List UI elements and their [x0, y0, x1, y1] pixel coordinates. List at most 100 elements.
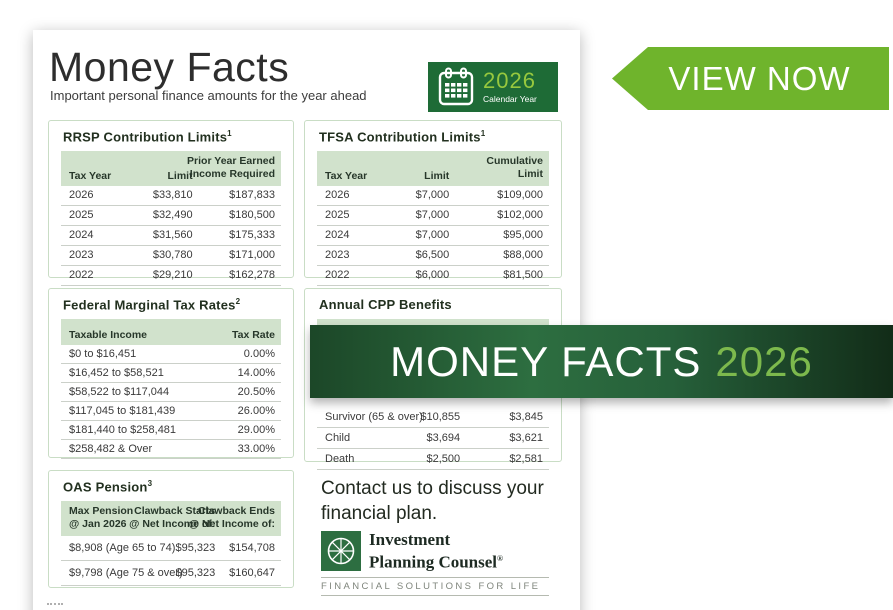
oas-title-text: OAS Pension: [63, 479, 148, 495]
table-cell: $180,500: [229, 209, 275, 222]
table-row: $58,522 to $117,044 20.50%: [61, 383, 281, 403]
oas-pension-panel: OAS Pension3 Max Pension @ Jan 2026 Claw…: [48, 470, 294, 588]
ipc-wheel-icon: [321, 530, 361, 571]
table-row: 2022 $29,210 $162,278: [61, 266, 281, 286]
view-now-button[interactable]: VIEW NOW: [612, 47, 889, 110]
table-cell: 2025: [325, 209, 350, 222]
table-cell: 0.00%: [243, 348, 275, 361]
tfsa-panel-title: TFSA Contribution Limits1: [319, 129, 549, 144]
rrsp-title-text: RRSP Contribution Limits: [63, 129, 228, 145]
table-cell: $0 to $16,451: [69, 348, 137, 361]
table-row: $8,908 (Age 65 to 74) $95,323 $154,708: [61, 536, 281, 561]
table-cell: 2023: [69, 249, 94, 262]
table-row: 2025 $7,000 $102,000: [317, 206, 549, 226]
federal-panel-title: Federal Marginal Tax Rates2: [63, 297, 281, 312]
table-cell: $109,000: [497, 189, 543, 202]
table-cell: 29.00%: [237, 424, 275, 437]
table-cell: $154,708: [229, 541, 275, 554]
header-cell: Limit: [424, 169, 450, 182]
table-cell: $10,855: [420, 411, 461, 423]
table-cell: $187,833: [229, 189, 275, 202]
header-cell: Cumulative Limit: [486, 155, 543, 181]
page-subtitle: Important personal finance amounts for t…: [50, 88, 367, 103]
table-cell: 2022: [325, 269, 350, 282]
rrsp-panel-title: RRSP Contribution Limits1: [63, 129, 281, 144]
table-cell: $9,798 (Age 75 & over): [69, 566, 183, 579]
table-row: 2022 $6,000 $81,500: [317, 266, 549, 286]
table-cell: $175,333: [229, 229, 275, 242]
table-cell: 26.00%: [237, 405, 275, 418]
table-cell: $58,522 to $117,044: [69, 386, 170, 399]
header-cell: Tax Year: [325, 169, 368, 182]
table-cell: $29,210: [152, 269, 193, 282]
table-cell: $3,845: [509, 411, 543, 423]
registered-mark: ®: [497, 554, 503, 563]
tfsa-footnote-sup: 1: [480, 129, 486, 138]
table-cell: Death: [325, 453, 355, 465]
table-cell: $8,908 (Age 65 to 74): [69, 541, 176, 554]
table-cell: $7,000: [415, 209, 450, 222]
footnote-partial: [47, 603, 63, 607]
header-cell: Limit: [167, 169, 193, 182]
badge-year: 2026: [483, 68, 536, 94]
table-row: $0 to $16,451 0.00%: [61, 345, 281, 365]
contact-text: Contact us to discuss your financial pla…: [321, 478, 544, 524]
federal-footnote-sup: 2: [235, 297, 241, 306]
table-cell: $32,490: [152, 209, 193, 222]
table-cell: $33,810: [152, 189, 193, 202]
header-cell: Tax Year: [69, 169, 112, 182]
money-facts-banner: MONEY FACTS 2026: [310, 325, 893, 398]
table-cell: $95,323: [175, 566, 216, 579]
cpp-panel-title: Annual CPP Benefits: [319, 297, 549, 312]
logo-name: Investment Planning Counsel®: [369, 530, 503, 572]
table-cell: $258,482 & Over: [69, 443, 153, 456]
table-cell: $171,000: [229, 249, 275, 262]
flyer-page: Money Facts Important personal finance a…: [33, 30, 580, 610]
table-cell: 14.00%: [237, 367, 275, 380]
rrsp-table-header: Tax Year Limit Prior Year Earned Income …: [61, 151, 281, 186]
header-cell: Prior Year Earned Income Required: [187, 155, 275, 181]
table-row: Death $2,500 $2,581: [317, 449, 549, 470]
table-cell: $162,278: [229, 269, 275, 282]
tfsa-title-text: TFSA Contribution Limits: [319, 129, 481, 145]
header-cell: Clawback Starts @ Net Income of:: [129, 505, 216, 531]
federal-tax-panel: Federal Marginal Tax Rates2 Taxable Inco…: [48, 288, 294, 460]
table-row: 2026 $7,000 $109,000: [317, 186, 549, 206]
header-cell: Tax Rate: [231, 329, 275, 342]
rrsp-footnote-sup: 1: [227, 129, 232, 138]
table-cell: Survivor (65 & over): [325, 411, 423, 423]
table-cell: 33.00%: [237, 443, 275, 456]
table-cell: $81,500: [503, 269, 543, 282]
federal-title-text: Federal Marginal Tax Rates: [63, 297, 236, 313]
table-row: 2026 $33,810 $187,833: [61, 186, 281, 206]
table-cell: $160,647: [229, 566, 275, 579]
header-cell: Taxable Income: [69, 329, 148, 342]
table-cell: $7,000: [415, 189, 450, 202]
page-title: Money Facts: [49, 44, 290, 90]
table-cell: $102,000: [497, 209, 543, 222]
table-cell: Child: [325, 432, 351, 444]
ipc-logo: Investment Planning Counsel® FINANCIAL S…: [321, 530, 549, 596]
oas-footnote-sup: 3: [147, 479, 153, 488]
table-cell: $30,780: [152, 249, 193, 262]
header-cell: Clawback Ends @ Net Income of:: [188, 505, 275, 531]
banner-title: MONEY FACTS: [390, 337, 702, 385]
badge-caption: Calendar Year: [483, 94, 537, 105]
calendar-year-badge: 2026 Calendar Year: [428, 62, 558, 112]
table-cell: 2024: [325, 229, 350, 242]
table-row: 2023 $30,780 $171,000: [61, 246, 281, 266]
oas-panel-title: OAS Pension3: [63, 479, 281, 494]
table-row: Child $3,694 $3,621: [317, 428, 549, 449]
rrsp-panel: RRSP Contribution Limits1 Tax Year Limit…: [48, 120, 294, 286]
table-cell: $2,500: [426, 453, 461, 465]
table-row: $181,440 to $258,481 29.00%: [61, 421, 281, 441]
table-cell: 2026: [69, 189, 94, 202]
table-cell: 20.50%: [237, 386, 275, 399]
table-cell: 2022: [69, 269, 94, 282]
cpp-title-text: Annual CPP Benefits: [319, 297, 452, 312]
tfsa-panel: TFSA Contribution Limits1 Tax Year Limit…: [304, 120, 562, 286]
table-cell: $117,045 to $181,439: [69, 405, 176, 418]
table-cell: $95,000: [503, 229, 543, 242]
calendar-icon: [438, 67, 474, 106]
